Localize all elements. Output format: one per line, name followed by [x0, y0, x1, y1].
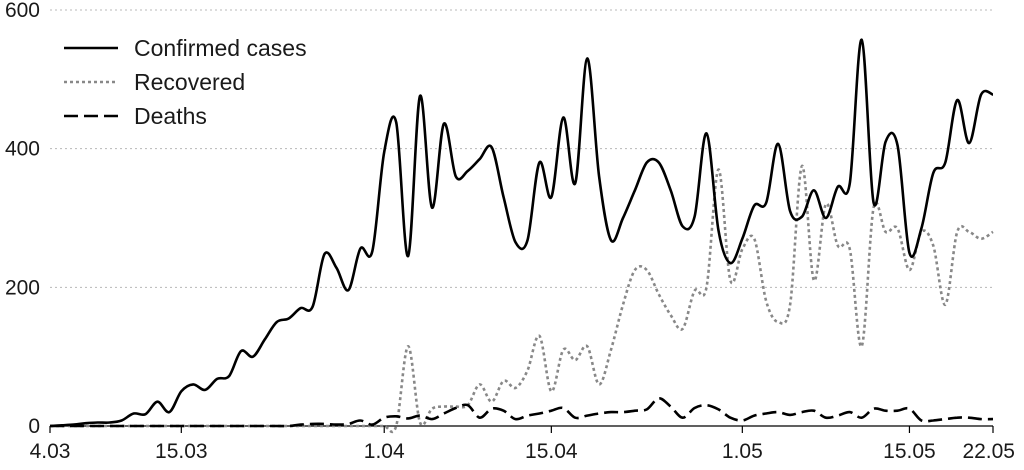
legend: Confirmed cases Recovered Deaths — [64, 35, 307, 129]
grid-layer — [50, 9, 993, 288]
x-tick-label: 22.05 — [962, 440, 1015, 463]
x-tick-label: 15.05 — [883, 440, 936, 463]
legend-label: Recovered — [134, 69, 245, 95]
y-tick-label: 400 — [5, 138, 40, 161]
x-tick-label: 4.03 — [30, 440, 71, 463]
series-line-recovered — [50, 164, 994, 434]
y-tick-label: 600 — [5, 0, 40, 22]
legend-label: Confirmed cases — [134, 35, 307, 61]
legend-label: Deaths — [134, 103, 207, 129]
series-line-confirmed-cases — [49, 38, 994, 428]
axis-layer: 0 200 400 600 4.03 15.03 1.04 15.04 1.05 15.05 22.… — [5, 0, 1015, 463]
y-tick-label: 200 — [5, 276, 40, 299]
x-tick-label: 1.05 — [722, 440, 763, 463]
y-tick-label: 0 — [28, 415, 40, 438]
x-tick-label: 1.04 — [364, 440, 405, 463]
x-tick-label: 15.03 — [155, 440, 208, 463]
x-tick-label: 15.04 — [525, 440, 578, 463]
series-layer — [49, 38, 994, 434]
series-line-deaths — [50, 397, 994, 428]
